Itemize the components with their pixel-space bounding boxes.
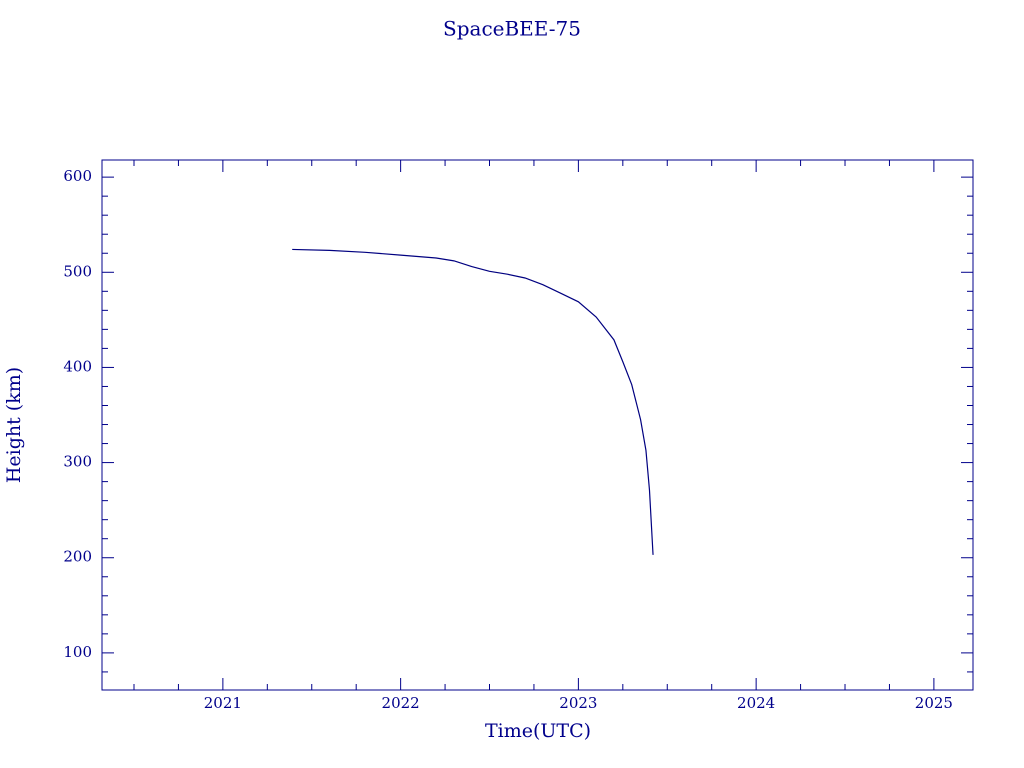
x-axis-label: Time(UTC) — [485, 720, 591, 742]
x-tick-label: 2021 — [204, 694, 242, 712]
y-tick-label: 500 — [63, 262, 92, 280]
y-tick-label: 400 — [63, 357, 92, 375]
x-tick-label: 2025 — [915, 694, 953, 712]
plot-frame — [101, 159, 974, 691]
y-tick-label: 100 — [63, 643, 92, 661]
x-tick-label: 2022 — [382, 694, 420, 712]
y-tick-label: 300 — [63, 453, 92, 471]
y-tick-label: 200 — [63, 548, 92, 566]
x-tick-label: 2023 — [559, 694, 597, 712]
y-axis-label: Height (km) — [3, 367, 25, 483]
y-tick-label: 600 — [63, 167, 92, 185]
chart-title: SpaceBEE-75 — [443, 17, 581, 41]
x-tick-label: 2024 — [737, 694, 775, 712]
data-line — [292, 248, 654, 555]
